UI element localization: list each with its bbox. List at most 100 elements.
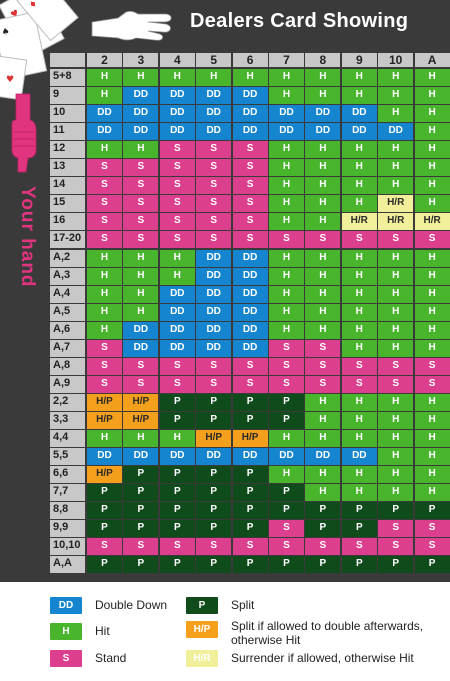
strategy-cell: H xyxy=(86,429,123,448)
legend-swatch-dd: DD xyxy=(50,597,82,614)
strategy-cell: H xyxy=(413,302,450,322)
legend-swatch-hr: H/R xyxy=(186,650,218,667)
playing-cards-decoration: ♥ ♠ ♦ ♥ xyxy=(0,0,79,100)
strategy-cell: S xyxy=(377,374,415,394)
strategy-cell: DD xyxy=(195,320,233,340)
strategy-cell: S xyxy=(195,140,233,160)
strategy-cell: S xyxy=(231,537,269,557)
strategy-cell: S xyxy=(122,158,160,178)
row-header: 9,9 xyxy=(49,519,86,539)
strategy-cell: S xyxy=(122,176,160,196)
row-header: 3,3 xyxy=(49,410,86,430)
strategy-cell: H xyxy=(413,483,450,503)
strategy-cell: H xyxy=(340,338,378,358)
svg-text:♦: ♦ xyxy=(28,0,41,11)
strategy-cell: P xyxy=(231,483,269,503)
strategy-cell: P xyxy=(231,465,269,485)
strategy-cell: S xyxy=(195,356,233,376)
strategy-cell: H xyxy=(304,284,342,304)
chart-panel: ♥ ♠ ♦ ♥ Dealers Card Showing Your hand 2… xyxy=(0,0,450,582)
strategy-cell: S xyxy=(158,537,196,557)
strategy-cell: S xyxy=(340,230,378,250)
strategy-cell: S xyxy=(122,230,160,250)
strategy-cell: H/P xyxy=(122,410,160,430)
strategy-cell: S xyxy=(231,140,269,160)
strategy-cell: P xyxy=(86,501,123,521)
strategy-cell: H xyxy=(268,302,305,322)
strategy-cell: P xyxy=(158,465,196,485)
row-header: 16 xyxy=(49,212,86,232)
row-header: A,5 xyxy=(49,302,86,322)
strategy-cell: S xyxy=(122,212,160,232)
strategy-cell: H xyxy=(86,302,123,322)
strategy-cell: DD xyxy=(231,104,269,124)
row-header: 10 xyxy=(49,104,86,124)
strategy-cell: H xyxy=(122,140,160,160)
strategy-cell: H xyxy=(86,284,123,304)
strategy-cell: P xyxy=(195,519,233,539)
row-header: 9 xyxy=(49,86,86,106)
strategy-cell: P xyxy=(195,501,233,521)
strategy-cell: P xyxy=(268,483,305,503)
strategy-cell: S xyxy=(268,356,305,376)
strategy-cell: DD xyxy=(268,122,305,142)
strategy-cell: DD xyxy=(195,284,233,304)
column-header-10: 10 xyxy=(377,52,415,68)
strategy-cell: S xyxy=(304,338,342,358)
strategy-cell: H/P xyxy=(86,410,123,430)
strategy-cell: H xyxy=(413,122,450,142)
strategy-cell: H xyxy=(377,483,415,503)
strategy-cell: H xyxy=(304,483,342,503)
strategy-cell: H xyxy=(413,447,450,467)
strategy-cell: S xyxy=(158,158,196,178)
strategy-cell: H xyxy=(377,104,415,124)
strategy-cell: P xyxy=(122,501,160,521)
strategy-cell: P xyxy=(340,555,378,575)
legend-label-p: Split xyxy=(231,598,255,612)
strategy-cell: H xyxy=(304,176,342,196)
strategy-cell: H xyxy=(340,248,378,268)
strategy-cell: S xyxy=(231,356,269,376)
strategy-cell: P xyxy=(158,410,196,430)
row-header: 7,7 xyxy=(49,483,86,503)
strategy-cell: P xyxy=(268,410,305,430)
strategy-cell: H xyxy=(413,429,450,448)
strategy-cell: H xyxy=(377,320,415,340)
column-header-2: 2 xyxy=(86,52,123,68)
strategy-cell: H xyxy=(304,68,342,87)
strategy-cell: S xyxy=(413,230,450,250)
strategy-cell: S xyxy=(122,537,160,557)
strategy-cell: P xyxy=(195,410,233,430)
strategy-cell: H xyxy=(304,212,342,232)
strategy-cell: S xyxy=(195,194,233,214)
strategy-cell: H xyxy=(268,465,305,485)
strategy-cell: H xyxy=(158,248,196,268)
strategy-cell: H xyxy=(377,392,415,412)
strategy-cell: P xyxy=(377,555,415,575)
strategy-cell: P xyxy=(268,392,305,412)
strategy-cell: DD xyxy=(158,122,196,142)
strategy-cell: DD xyxy=(340,447,378,467)
strategy-cell: P xyxy=(340,501,378,521)
strategy-cell: P xyxy=(377,501,415,521)
strategy-cell: P xyxy=(268,501,305,521)
strategy-cell: DD xyxy=(231,248,269,268)
strategy-cell: DD xyxy=(340,122,378,142)
strategy-cell: DD xyxy=(231,284,269,304)
strategy-cell: H/R xyxy=(377,194,415,214)
strategy-cell: H xyxy=(413,194,450,214)
strategy-cell: S xyxy=(195,537,233,557)
strategy-cell: DD xyxy=(158,86,196,106)
strategy-cell: H xyxy=(340,410,378,430)
row-header: 6,6 xyxy=(49,465,86,485)
strategy-cell: S xyxy=(158,194,196,214)
strategy-cell: H xyxy=(377,410,415,430)
strategy-cell: DD xyxy=(86,447,123,467)
legend-label-s: Stand xyxy=(95,651,127,665)
strategy-cell: S xyxy=(340,356,378,376)
strategy-cell: P xyxy=(158,501,196,521)
strategy-cell: H xyxy=(86,320,123,340)
strategy-cell: H xyxy=(413,248,450,268)
strategy-cell: H xyxy=(340,465,378,485)
